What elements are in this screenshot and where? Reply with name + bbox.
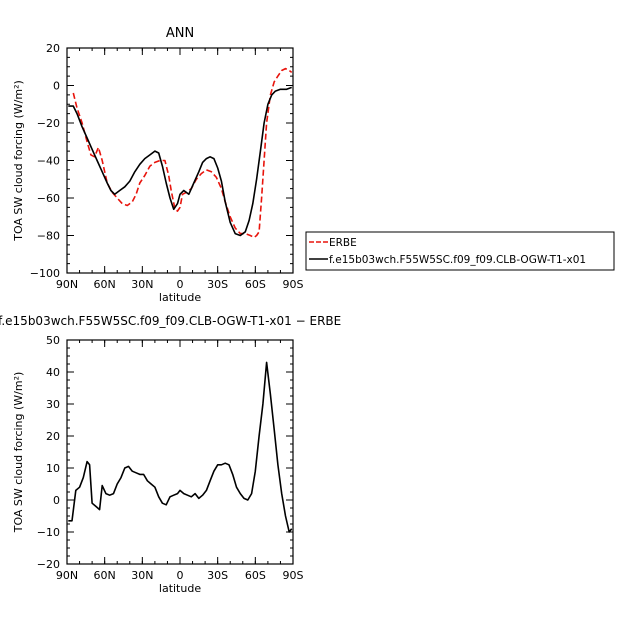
legend-box <box>305 231 615 271</box>
y-tick-label: −100 <box>30 267 60 280</box>
y-tick-label: −10 <box>37 526 60 539</box>
x-tick-label: 60S <box>245 278 266 291</box>
x-tick-label: 30N <box>131 569 153 582</box>
chart-title: ANN <box>166 26 194 41</box>
plot-frame <box>66 339 294 565</box>
legend: ERBE f.e15b03wch.F55W5SC.f09_f09.CLB-OGW-… <box>305 231 615 271</box>
chart-panel-2: f.e15b03wch.F55W5SC.f09_f09.CLB-OGW-T1-x… <box>0 314 341 595</box>
y-tick-label: 10 <box>46 462 60 475</box>
chart-title: f.e15b03wch.F55W5SC.f09_f09.CLB-OGW-T1-x… <box>0 314 341 328</box>
y-tick-label: −80 <box>37 230 60 243</box>
legend-label: f.e15b03wch.F55W5SC.f09_f09.CLB-OGW-T1-x… <box>329 254 586 266</box>
y-tick-label: 0 <box>53 80 60 93</box>
x-tick-label: 90S <box>283 569 304 582</box>
x-tick-label: 60N <box>94 569 116 582</box>
y-tick-label: 40 <box>46 366 60 379</box>
x-tick-label: 0 <box>177 569 184 582</box>
series-line-2 <box>68 86 292 237</box>
series-line-1 <box>72 67 293 239</box>
y-tick-label: 20 <box>46 42 60 55</box>
x-tick-label: 60S <box>245 569 266 582</box>
y-tick-label: −20 <box>37 558 60 571</box>
legend-label: ERBE <box>329 237 357 249</box>
y-tick-label: 50 <box>46 334 60 347</box>
y-tick-label: −60 <box>37 192 60 205</box>
y-axis-label: TOA SW cloud forcing (W/m²) <box>12 372 25 534</box>
y-tick-label: 30 <box>46 398 60 411</box>
series-line-1 <box>68 361 293 533</box>
x-tick-label: 60N <box>94 278 116 291</box>
x-tick-label: 90N <box>56 278 78 291</box>
x-axis-label: latitude <box>159 582 201 595</box>
chart-panel-1: ANN 90N 60N 30N 0 30S 60S 90S −100 −80 −60 −40 −20 0 2… <box>12 26 615 304</box>
x-tick-label: 30N <box>131 278 153 291</box>
y-tick-label: 0 <box>53 494 60 507</box>
x-tick-label: 90N <box>56 569 78 582</box>
x-tick-label: 30S <box>207 278 228 291</box>
x-tick-label: 30S <box>207 569 228 582</box>
y-tick-label: −20 <box>37 117 60 130</box>
y-axis-label: TOA SW cloud forcing (W/m²) <box>12 80 25 242</box>
x-tick-label: 90S <box>283 278 304 291</box>
x-axis-label: latitude <box>159 291 201 304</box>
y-tick-label: −40 <box>37 155 60 168</box>
y-tick-label: 20 <box>46 430 60 443</box>
x-tick-label: 0 <box>177 278 184 291</box>
